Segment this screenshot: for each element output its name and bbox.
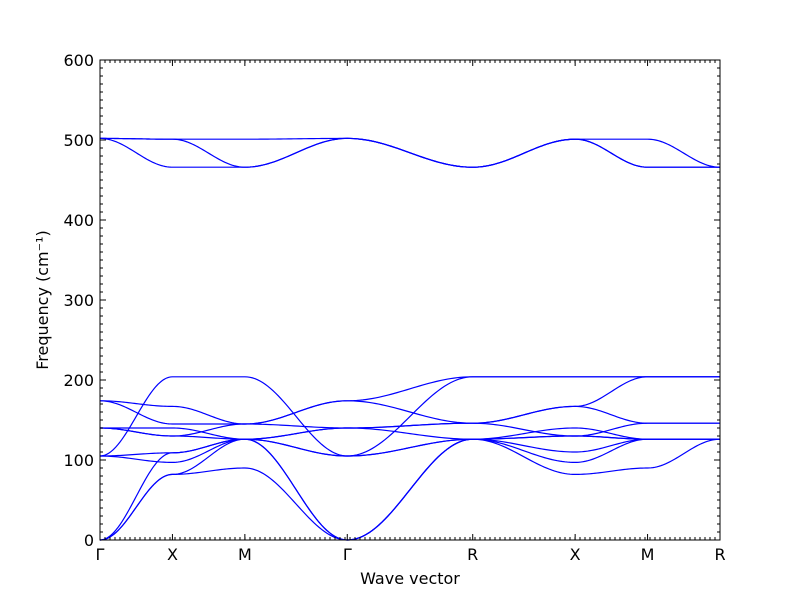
band-line <box>99 427 720 440</box>
y-tick-label: 300 <box>63 291 94 310</box>
band-line <box>99 376 720 457</box>
band-lines <box>99 137 721 541</box>
x-axis-label: Wave vector <box>360 569 460 588</box>
band-line <box>99 376 720 425</box>
band-line <box>99 435 720 464</box>
x-tick-label: X <box>167 545 178 564</box>
y-axis-ticks: 0 100 200 300 400 500 600 <box>63 51 720 550</box>
y-tick-label: 400 <box>63 211 94 230</box>
x-tick-label: Γ <box>343 545 352 564</box>
plot-frame <box>99 59 721 541</box>
x-tick-label: R <box>467 545 478 564</box>
x-tick-label: X <box>570 545 581 564</box>
x-tick-label: M <box>641 545 655 564</box>
y-tick-label: 600 <box>63 51 94 70</box>
y-axis-label: Frequency (cm⁻¹) <box>33 230 52 369</box>
band-line <box>100 405 720 440</box>
band-line <box>99 438 720 541</box>
band-line <box>100 137 720 168</box>
x-tick-label: R <box>714 545 725 564</box>
y-tick-label: 100 <box>63 451 94 470</box>
x-tick-label: Γ <box>96 545 105 564</box>
y-tick-label: 200 <box>63 371 94 390</box>
y-tick-label: 500 <box>63 131 94 150</box>
x-tick-label: M <box>238 545 252 564</box>
y-tick-label: 0 <box>84 531 94 550</box>
